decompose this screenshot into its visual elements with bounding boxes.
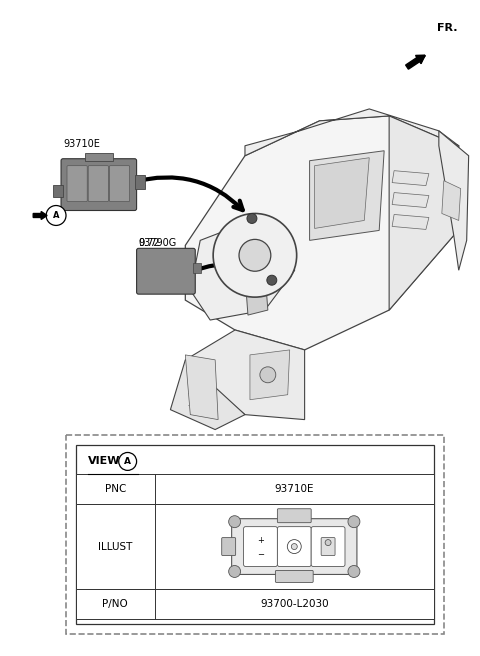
Circle shape bbox=[288, 540, 301, 554]
Polygon shape bbox=[310, 151, 384, 240]
Text: 93710E: 93710E bbox=[63, 139, 100, 149]
FancyArrow shape bbox=[406, 55, 425, 69]
Text: 93710E: 93710E bbox=[275, 484, 314, 495]
Polygon shape bbox=[439, 131, 468, 270]
Text: PNC: PNC bbox=[105, 484, 126, 495]
Polygon shape bbox=[185, 355, 218, 420]
Circle shape bbox=[291, 544, 297, 550]
Polygon shape bbox=[442, 180, 461, 220]
Text: P/NO: P/NO bbox=[102, 599, 128, 609]
Circle shape bbox=[348, 516, 360, 527]
Circle shape bbox=[325, 540, 331, 546]
Text: −: − bbox=[257, 550, 264, 559]
FancyBboxPatch shape bbox=[88, 166, 108, 201]
Text: FR.: FR. bbox=[437, 24, 457, 33]
Text: 0.72: 0.72 bbox=[139, 238, 160, 249]
Circle shape bbox=[267, 276, 277, 285]
Circle shape bbox=[348, 565, 360, 577]
FancyBboxPatch shape bbox=[61, 159, 137, 211]
Polygon shape bbox=[245, 270, 268, 315]
Polygon shape bbox=[250, 350, 290, 400]
Text: ILLUST: ILLUST bbox=[98, 542, 132, 552]
Circle shape bbox=[46, 205, 66, 226]
FancyArrow shape bbox=[33, 211, 47, 220]
Text: VIEW: VIEW bbox=[88, 457, 120, 466]
Circle shape bbox=[213, 213, 297, 297]
FancyBboxPatch shape bbox=[277, 527, 311, 567]
FancyBboxPatch shape bbox=[109, 166, 130, 201]
FancyBboxPatch shape bbox=[66, 434, 444, 634]
Polygon shape bbox=[245, 109, 459, 155]
FancyBboxPatch shape bbox=[232, 519, 357, 575]
Text: 93700-L2030: 93700-L2030 bbox=[260, 599, 329, 609]
Bar bbox=[134, 175, 144, 189]
FancyBboxPatch shape bbox=[76, 445, 434, 624]
Circle shape bbox=[228, 565, 240, 577]
Polygon shape bbox=[185, 330, 305, 420]
Bar bbox=[193, 263, 201, 273]
FancyBboxPatch shape bbox=[321, 538, 335, 556]
Circle shape bbox=[228, 516, 240, 527]
Circle shape bbox=[239, 239, 271, 271]
Polygon shape bbox=[170, 360, 245, 430]
Polygon shape bbox=[392, 171, 429, 186]
Circle shape bbox=[119, 453, 137, 470]
FancyBboxPatch shape bbox=[76, 504, 434, 589]
Polygon shape bbox=[392, 193, 429, 207]
Circle shape bbox=[260, 367, 276, 382]
Polygon shape bbox=[314, 157, 369, 228]
Polygon shape bbox=[185, 116, 459, 350]
Text: A: A bbox=[124, 457, 131, 466]
FancyBboxPatch shape bbox=[67, 166, 87, 201]
FancyBboxPatch shape bbox=[76, 589, 434, 619]
Polygon shape bbox=[392, 215, 429, 230]
Bar bbox=[53, 184, 63, 197]
FancyBboxPatch shape bbox=[243, 527, 277, 567]
FancyBboxPatch shape bbox=[222, 538, 236, 556]
FancyBboxPatch shape bbox=[311, 527, 345, 567]
Bar bbox=[84, 153, 113, 161]
Text: +: + bbox=[257, 536, 264, 545]
Text: 93790G: 93790G bbox=[139, 238, 177, 249]
Circle shape bbox=[247, 213, 257, 224]
FancyBboxPatch shape bbox=[76, 474, 434, 504]
FancyBboxPatch shape bbox=[277, 509, 311, 523]
Text: A: A bbox=[53, 211, 60, 220]
FancyBboxPatch shape bbox=[276, 571, 313, 583]
FancyBboxPatch shape bbox=[137, 249, 195, 294]
Polygon shape bbox=[389, 116, 459, 310]
Polygon shape bbox=[190, 215, 295, 320]
